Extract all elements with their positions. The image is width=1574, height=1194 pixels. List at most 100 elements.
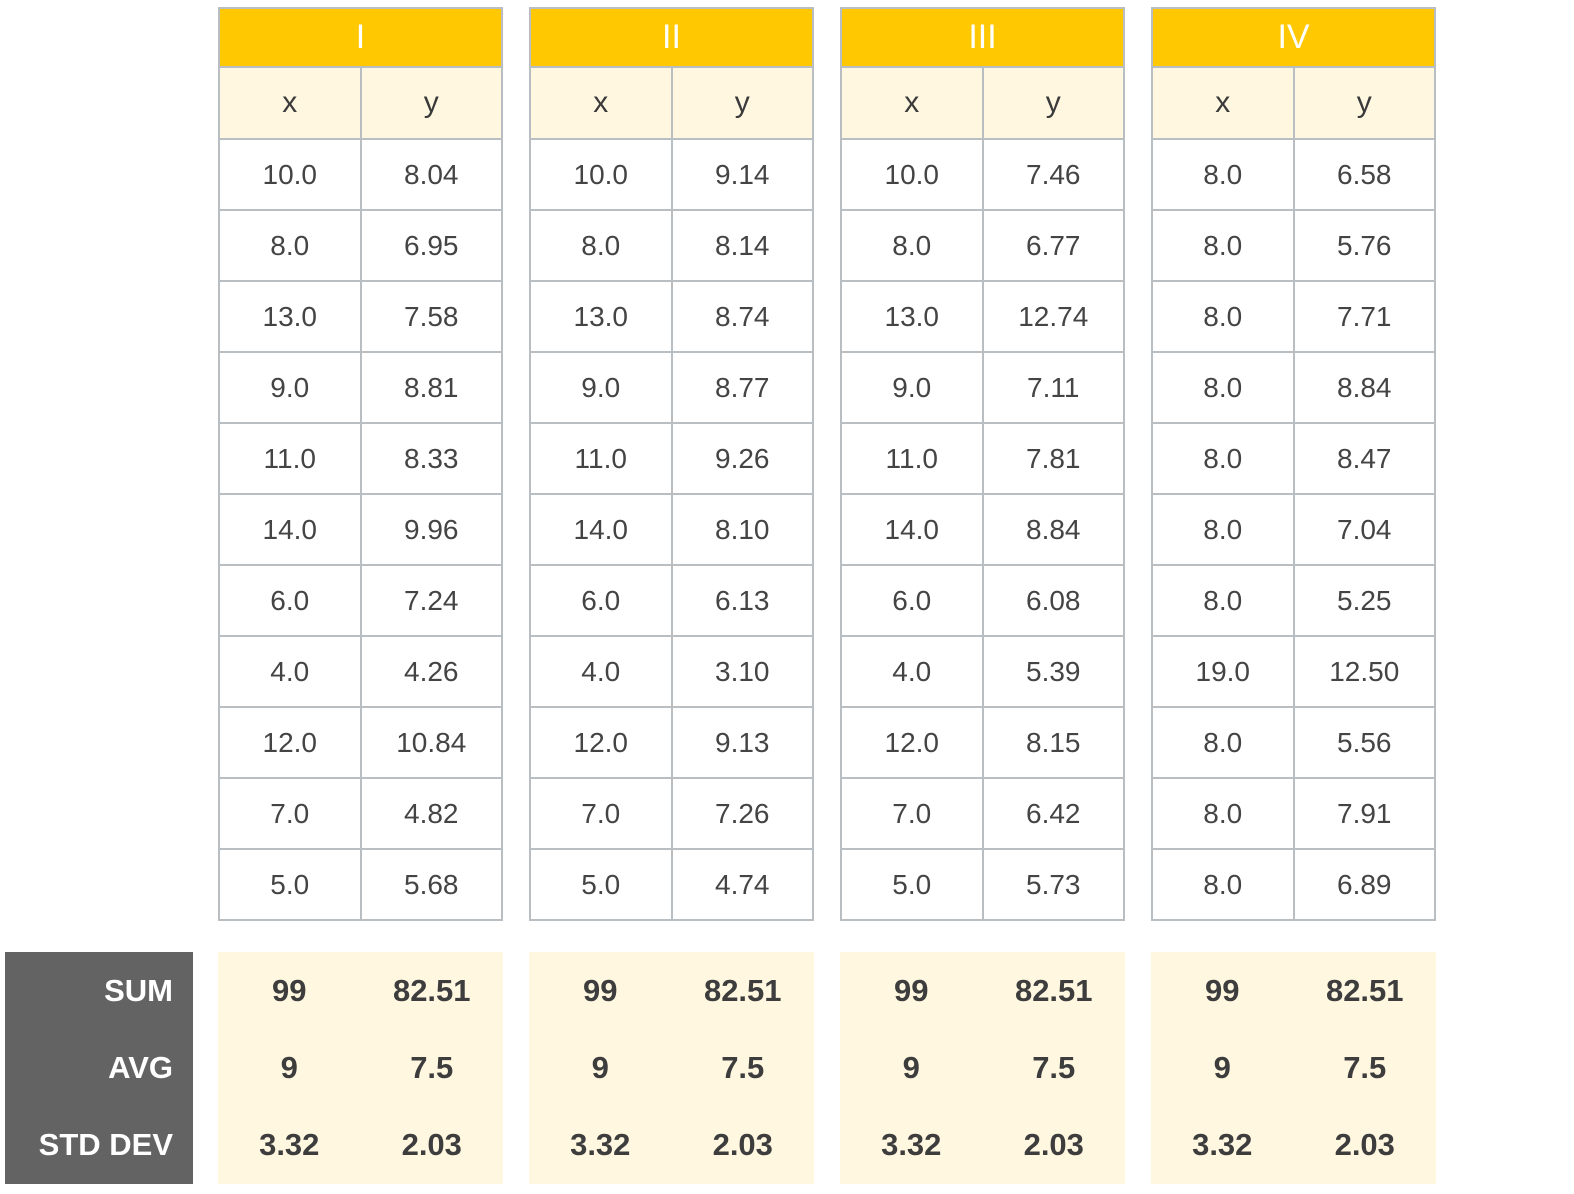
x-sum-value: 99: [583, 973, 618, 1008]
x-value-cell: 7.0: [842, 777, 984, 850]
stats-row-std: 3.32 2.03: [218, 1106, 503, 1183]
x-value-cell: 8.0: [1153, 848, 1295, 919]
x-std-value: 3.32: [881, 1127, 942, 1162]
y-value-cell: 9.96: [359, 493, 501, 566]
dataset-table: II x y 10.0 9.14 8.0 8.14 13.0 8.74 9.0 8.77 11.0 9.…: [529, 7, 814, 921]
x-avg-value: 9: [1213, 1050, 1231, 1085]
table-row: 13.0 12.74: [842, 280, 1123, 353]
table-row: 8.0 5.56: [1153, 706, 1434, 779]
y-value-cell: 7.04: [1292, 493, 1434, 566]
x-value-cell: 9.0: [531, 351, 673, 424]
x-value-cell: 4.0: [842, 635, 984, 708]
table-row: 14.0 8.84: [842, 493, 1123, 566]
x-value-cell: 8.0: [1153, 564, 1295, 637]
y-value-cell: 9.13: [670, 706, 812, 779]
x-value-cell: 6.0: [220, 564, 362, 637]
x-value-cell: 7.0: [531, 777, 673, 850]
stats-row-sum: 99 82.51: [1151, 952, 1436, 1029]
y-value-cell: 7.71: [1292, 280, 1434, 353]
x-value-cell: 11.0: [531, 422, 673, 495]
table-row: 4.0 5.39: [842, 635, 1123, 708]
table-row: 8.0 6.95: [220, 209, 501, 282]
table-row: 8.0 5.25: [1153, 564, 1434, 637]
x-value-cell: 14.0: [842, 493, 984, 566]
table-row: 7.0 4.82: [220, 777, 501, 850]
x-value-cell: 6.0: [842, 564, 984, 637]
x-value-cell: 14.0: [531, 493, 673, 566]
y-value-cell: 8.10: [670, 493, 812, 566]
y-value-cell: 8.84: [1292, 351, 1434, 424]
y-value-cell: 8.04: [359, 138, 501, 211]
x-value-cell: 14.0: [220, 493, 362, 566]
table-row: 6.0 6.13: [531, 564, 812, 637]
x-value-cell: 12.0: [220, 706, 362, 779]
table-row: 14.0 8.10: [531, 493, 812, 566]
column-header-y: y: [1292, 68, 1434, 140]
y-value-cell: 8.15: [981, 706, 1123, 779]
values-table: x y 10.0 7.46 8.0 6.77 13.0 12.74 9.0 7.11 11.0 7.8…: [842, 68, 1123, 919]
table-row: 7.0 7.26: [531, 777, 812, 850]
y-value-cell: 8.47: [1292, 422, 1434, 495]
y-value-cell: 6.77: [981, 209, 1123, 282]
column-header-y: y: [359, 68, 501, 140]
x-value-cell: 12.0: [531, 706, 673, 779]
x-value-cell: 8.0: [1153, 493, 1295, 566]
stats-row-avg: 9 7.5: [529, 1029, 814, 1106]
table-row: 9.0 7.11: [842, 351, 1123, 424]
y-value-cell: 6.08: [981, 564, 1123, 637]
y-value-cell: 7.81: [981, 422, 1123, 495]
x-value-cell: 12.0: [842, 706, 984, 779]
x-value-cell: 8.0: [842, 209, 984, 282]
y-value-cell: 7.58: [359, 280, 501, 353]
dataset-table: IV x y 8.0 6.58 8.0 5.76 8.0 7.71 8.0 8.84 8.0 8.47 8…: [1151, 7, 1436, 921]
stats-label-panel: SUM AVG STD DEV: [5, 952, 193, 1184]
y-avg-value: 7.5: [1032, 1050, 1076, 1085]
y-value-cell: 9.14: [670, 138, 812, 211]
y-sum-value: 82.51: [1014, 973, 1093, 1008]
x-value-cell: 9.0: [220, 351, 362, 424]
x-value-cell: 8.0: [1153, 138, 1295, 211]
x-sum-value: 99: [1205, 973, 1240, 1008]
stats-row-sum: 99 82.51: [529, 952, 814, 1029]
table-row: 4.0 3.10: [531, 635, 812, 708]
column-header-x: x: [220, 68, 362, 140]
y-value-cell: 4.82: [359, 777, 501, 850]
x-value-cell: 4.0: [220, 635, 362, 708]
x-value-cell: 9.0: [842, 351, 984, 424]
y-value-cell: 6.42: [981, 777, 1123, 850]
table-row: 8.0 7.91: [1153, 777, 1434, 850]
table-row: 12.0 8.15: [842, 706, 1123, 779]
y-std-value: 2.03: [712, 1127, 773, 1162]
stats-row-sum: 99 82.51: [840, 952, 1125, 1029]
values-table: x y 10.0 8.04 8.0 6.95 13.0 7.58 9.0 8.81 11.0 8.33…: [220, 68, 501, 919]
dataset-table: III x y 10.0 7.46 8.0 6.77 13.0 12.74 9.0 7.11 11.0…: [840, 7, 1125, 921]
table-row: 10.0 9.14: [531, 138, 812, 211]
y-value-cell: 5.73: [981, 848, 1123, 919]
y-sum-value: 82.51: [703, 973, 782, 1008]
column-header-y: y: [670, 68, 812, 140]
x-value-cell: 7.0: [220, 777, 362, 850]
y-value-cell: 5.25: [1292, 564, 1434, 637]
table-row: 6.0 6.08: [842, 564, 1123, 637]
table-row: 14.0 9.96: [220, 493, 501, 566]
x-value-cell: 11.0: [842, 422, 984, 495]
table-row: 8.0 6.58: [1153, 138, 1434, 211]
y-value-cell: 6.13: [670, 564, 812, 637]
table-row: 13.0 8.74: [531, 280, 812, 353]
table-row: 8.0 8.47: [1153, 422, 1434, 495]
x-avg-value: 9: [591, 1050, 609, 1085]
stat-label-avg: AVG: [108, 1050, 173, 1085]
x-avg-value: 9: [280, 1050, 298, 1085]
column-header-x: x: [531, 68, 673, 140]
values-table: x y 10.0 9.14 8.0 8.14 13.0 8.74 9.0 8.77 11.0 9.26…: [531, 68, 812, 919]
x-value-cell: 8.0: [220, 209, 362, 282]
x-value-cell: 8.0: [1153, 777, 1295, 850]
y-value-cell: 6.89: [1292, 848, 1434, 919]
dataset-stats: 99 82.51 9 7.5 3.32 2.03: [529, 952, 814, 1184]
y-value-cell: 8.77: [670, 351, 812, 424]
